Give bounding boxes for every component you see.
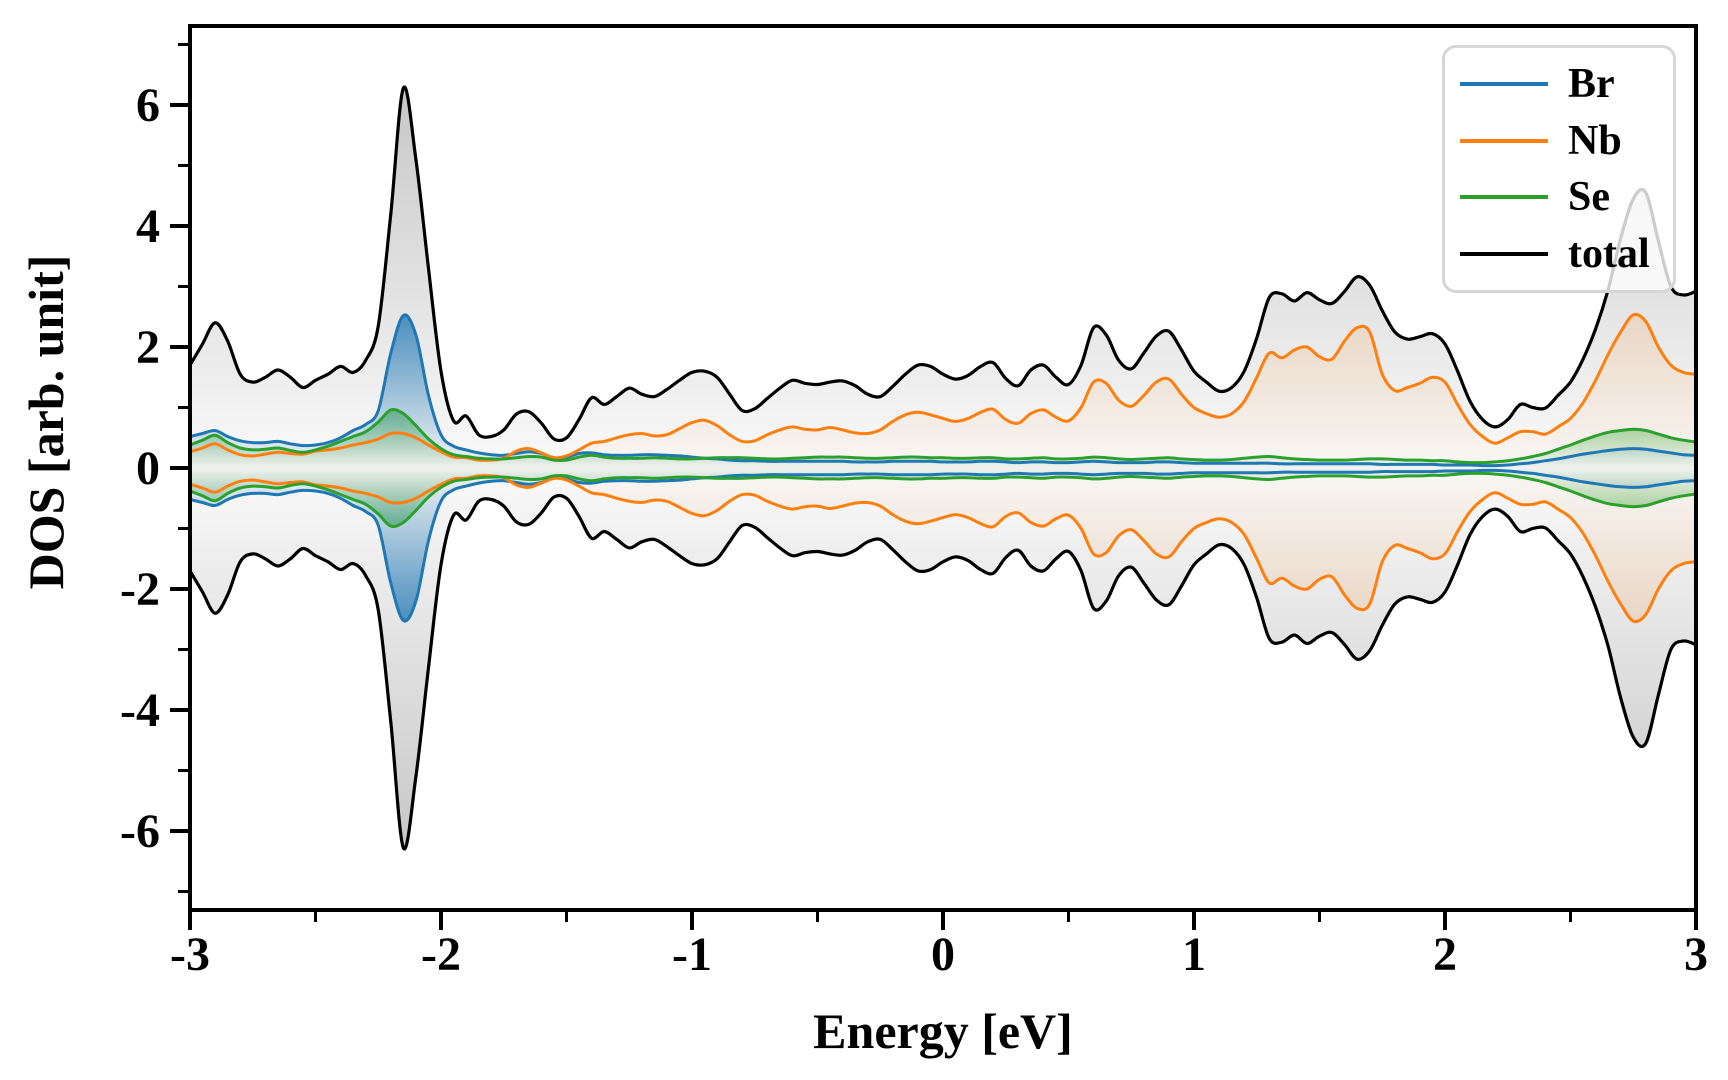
series-Nb-line [190,312,1696,624]
series-Br-area [190,314,1696,622]
legend-label: Se [1568,174,1610,221]
series-total-line [190,85,1696,851]
legend-item-br: Br [1445,63,1673,105]
legend-line-sample-nb [1460,138,1548,143]
x-tick-label: -3 [170,928,210,981]
x-tick-label: 2 [1433,928,1457,981]
x-tick-label: 3 [1684,928,1708,981]
y-tick-label: 0 [136,442,160,495]
legend-item-se: Se [1445,176,1673,218]
y-tick-label: 4 [136,200,160,253]
y-tick-label: -6 [120,805,160,858]
x-tick-label: -2 [421,928,461,981]
x-axis-title: Energy [eV] [813,1003,1073,1059]
series-Se-line [190,408,1696,528]
series-Br-line [190,313,1696,623]
axis-ticks: -3 -2 -1 0 1 2 3 -6 -4 -2 0 2 4 6 [120,43,1708,981]
legend-item-nb: Nb [1445,120,1673,162]
legend-label: Br [1568,61,1615,108]
y-tick-label: 6 [136,79,160,132]
legend: Br Nb Se total [1442,45,1676,293]
legend-line-sample-total [1460,251,1548,256]
y-tick-label: -2 [120,563,160,616]
legend-label: total [1568,230,1650,277]
legend-line-sample-se [1460,195,1548,200]
y-axis-title: DOS [arb. unit] [18,254,74,590]
y-tick-label: -4 [120,684,160,737]
plot-area [190,85,1696,851]
legend-label: Nb [1568,117,1622,164]
x-tick-label: 1 [1182,928,1206,981]
x-tick-label: 0 [931,928,955,981]
y-tick-label: 2 [136,321,160,374]
x-tick-label: -1 [672,928,712,981]
legend-item-total: total [1445,233,1673,275]
legend-line-sample-br [1460,82,1548,87]
